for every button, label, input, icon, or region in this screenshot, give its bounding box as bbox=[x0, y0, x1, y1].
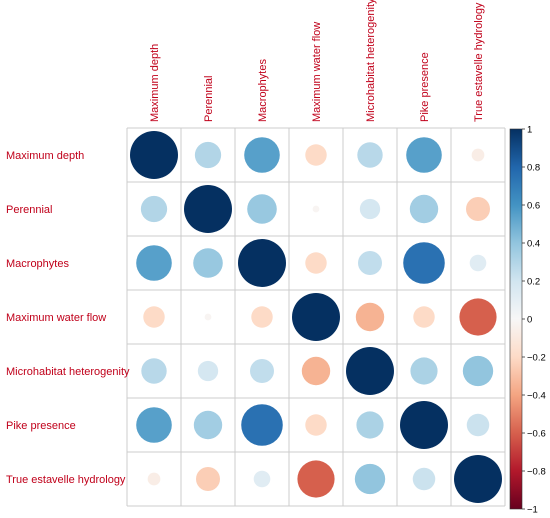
corr-circle-true-estavelle-hydrology-true-estavelle-hydrology bbox=[454, 455, 502, 503]
corr-circle-pike-presence-pike-presence bbox=[400, 401, 448, 449]
colorbar-tick-label: 0.8 bbox=[527, 163, 540, 174]
row-labels: Maximum depth Perennial Macrophytes Maximum… bbox=[6, 150, 130, 486]
corr-circle-macrophytes-macrophytes bbox=[238, 239, 286, 287]
col-label-true-estavelle-hydrology: True estavelle hydrology bbox=[473, 2, 485, 122]
corr-circle-maximum-depth-microhabitat-heterogenity bbox=[357, 142, 383, 168]
corr-circle-macrophytes-maximum-depth bbox=[136, 245, 172, 281]
corr-circle-maximum-depth-maximum-depth bbox=[130, 131, 178, 179]
row-label-perennial: Perennial bbox=[6, 204, 52, 216]
row-label-pike-presence: Pike presence bbox=[6, 420, 76, 432]
colorbar-tick-label: −0.4 bbox=[527, 391, 546, 402]
corr-circle-macrophytes-maximum-water-flow bbox=[305, 252, 327, 274]
corr-circle-true-estavelle-hydrology-pike-presence bbox=[412, 467, 436, 491]
column-labels: Maximum depth Perennial Macrophytes Maximum… bbox=[149, 0, 485, 122]
corr-circle-perennial-microhabitat-heterogenity bbox=[359, 198, 381, 220]
corr-circle-maximum-water-flow-true-estavelle-hydrology bbox=[459, 298, 497, 336]
colorbar-tick-label: 0.4 bbox=[527, 239, 540, 250]
corr-circle-maximum-depth-maximum-water-flow bbox=[305, 144, 327, 166]
colorbar-tick-label: 1 bbox=[527, 125, 532, 136]
colorbar-tick-label: −0.2 bbox=[527, 353, 546, 364]
corr-circle-maximum-water-flow-pike-presence bbox=[413, 306, 435, 328]
corr-circle-maximum-depth-pike-presence bbox=[406, 137, 442, 173]
col-label-pike-presence: Pike presence bbox=[419, 52, 431, 122]
corr-circle-perennial-perennial bbox=[184, 185, 232, 233]
colorbar-gradient bbox=[509, 128, 523, 510]
col-label-macrophytes: Macrophytes bbox=[257, 59, 269, 122]
colorbar-tick-label: −1 bbox=[527, 505, 538, 516]
corr-circle-pike-presence-maximum-depth bbox=[136, 407, 172, 443]
row-label-maximum-water-flow: Maximum water flow bbox=[6, 312, 106, 324]
corr-circle-true-estavelle-hydrology-perennial bbox=[196, 467, 220, 491]
colorbar: 1 0.8 0.6 0.4 0.2 0 −0.2 −0.4 −0.6 −0.8 −1 bbox=[509, 125, 546, 516]
corr-circle-perennial-maximum-depth bbox=[140, 195, 168, 223]
corr-circle-macrophytes-perennial bbox=[193, 248, 223, 278]
corr-circle-perennial-pike-presence bbox=[409, 194, 439, 224]
row-label-true-estavelle-hydrology: True estavelle hydrology bbox=[6, 474, 126, 486]
corr-circle-macrophytes-true-estavelle-hydrology bbox=[469, 254, 487, 272]
colorbar-tick-label: −0.6 bbox=[527, 429, 546, 440]
corr-circle-microhabitat-heterogenity-maximum-depth bbox=[141, 358, 167, 384]
corr-circle-true-estavelle-hydrology-microhabitat-heterogenity bbox=[354, 463, 386, 495]
corr-circle-macrophytes-pike-presence bbox=[403, 242, 445, 284]
corr-circle-perennial-maximum-water-flow bbox=[312, 205, 320, 213]
colorbar-tick-label: −0.8 bbox=[527, 467, 546, 478]
corr-circle-pike-presence-true-estavelle-hydrology bbox=[466, 413, 490, 437]
row-label-microhabitat-heterogenity: Microhabitat heterogenity bbox=[6, 366, 130, 378]
row-label-macrophytes: Macrophytes bbox=[6, 258, 69, 270]
grid bbox=[126, 127, 506, 507]
corr-circle-maximum-water-flow-maximum-depth bbox=[143, 306, 165, 328]
corr-circle-perennial-macrophytes bbox=[247, 194, 277, 224]
corr-circle-pike-presence-macrophytes bbox=[241, 404, 283, 446]
colorbar-tick-label: 0.6 bbox=[527, 201, 540, 212]
corr-circle-microhabitat-heterogenity-true-estavelle-hydrology bbox=[462, 355, 494, 387]
corr-circle-microhabitat-heterogenity-pike-presence bbox=[410, 357, 438, 385]
corr-circle-perennial-true-estavelle-hydrology bbox=[466, 197, 490, 221]
corr-circle-pike-presence-microhabitat-heterogenity bbox=[356, 411, 384, 439]
col-label-maximum-water-flow: Maximum water flow bbox=[311, 22, 323, 122]
corr-circle-microhabitat-heterogenity-maximum-water-flow bbox=[301, 356, 331, 386]
corr-circle-macrophytes-microhabitat-heterogenity bbox=[358, 251, 382, 275]
corr-circle-microhabitat-heterogenity-macrophytes bbox=[250, 359, 274, 383]
corr-circle-pike-presence-maximum-water-flow bbox=[305, 414, 327, 436]
corr-circle-maximum-water-flow-maximum-water-flow bbox=[292, 293, 340, 341]
correlation-circles bbox=[130, 131, 502, 503]
corr-circle-true-estavelle-hydrology-maximum-water-flow bbox=[297, 460, 335, 498]
col-label-microhabitat-heterogenity: Microhabitat heterogenity bbox=[365, 0, 377, 122]
colorbar-tick-label: 0.2 bbox=[527, 277, 540, 288]
corr-circle-pike-presence-perennial bbox=[193, 410, 223, 440]
corr-circle-maximum-depth-perennial bbox=[194, 141, 222, 169]
corr-circle-maximum-depth-true-estavelle-hydrology bbox=[471, 148, 485, 162]
corr-circle-true-estavelle-hydrology-maximum-depth bbox=[147, 472, 161, 486]
col-label-maximum-depth: Maximum depth bbox=[149, 44, 161, 122]
corr-circle-maximum-water-flow-perennial bbox=[204, 313, 212, 321]
corr-circle-microhabitat-heterogenity-microhabitat-heterogenity bbox=[346, 347, 394, 395]
col-label-perennial: Perennial bbox=[203, 76, 215, 122]
row-label-maximum-depth: Maximum depth bbox=[6, 150, 84, 162]
corr-circle-maximum-water-flow-macrophytes bbox=[251, 306, 273, 328]
corr-circle-maximum-depth-macrophytes bbox=[244, 137, 280, 173]
colorbar-tick-label: 0 bbox=[527, 315, 532, 326]
corr-circle-true-estavelle-hydrology-macrophytes bbox=[253, 470, 271, 488]
corr-circle-microhabitat-heterogenity-perennial bbox=[197, 360, 219, 382]
corr-circle-maximum-water-flow-microhabitat-heterogenity bbox=[355, 302, 385, 332]
